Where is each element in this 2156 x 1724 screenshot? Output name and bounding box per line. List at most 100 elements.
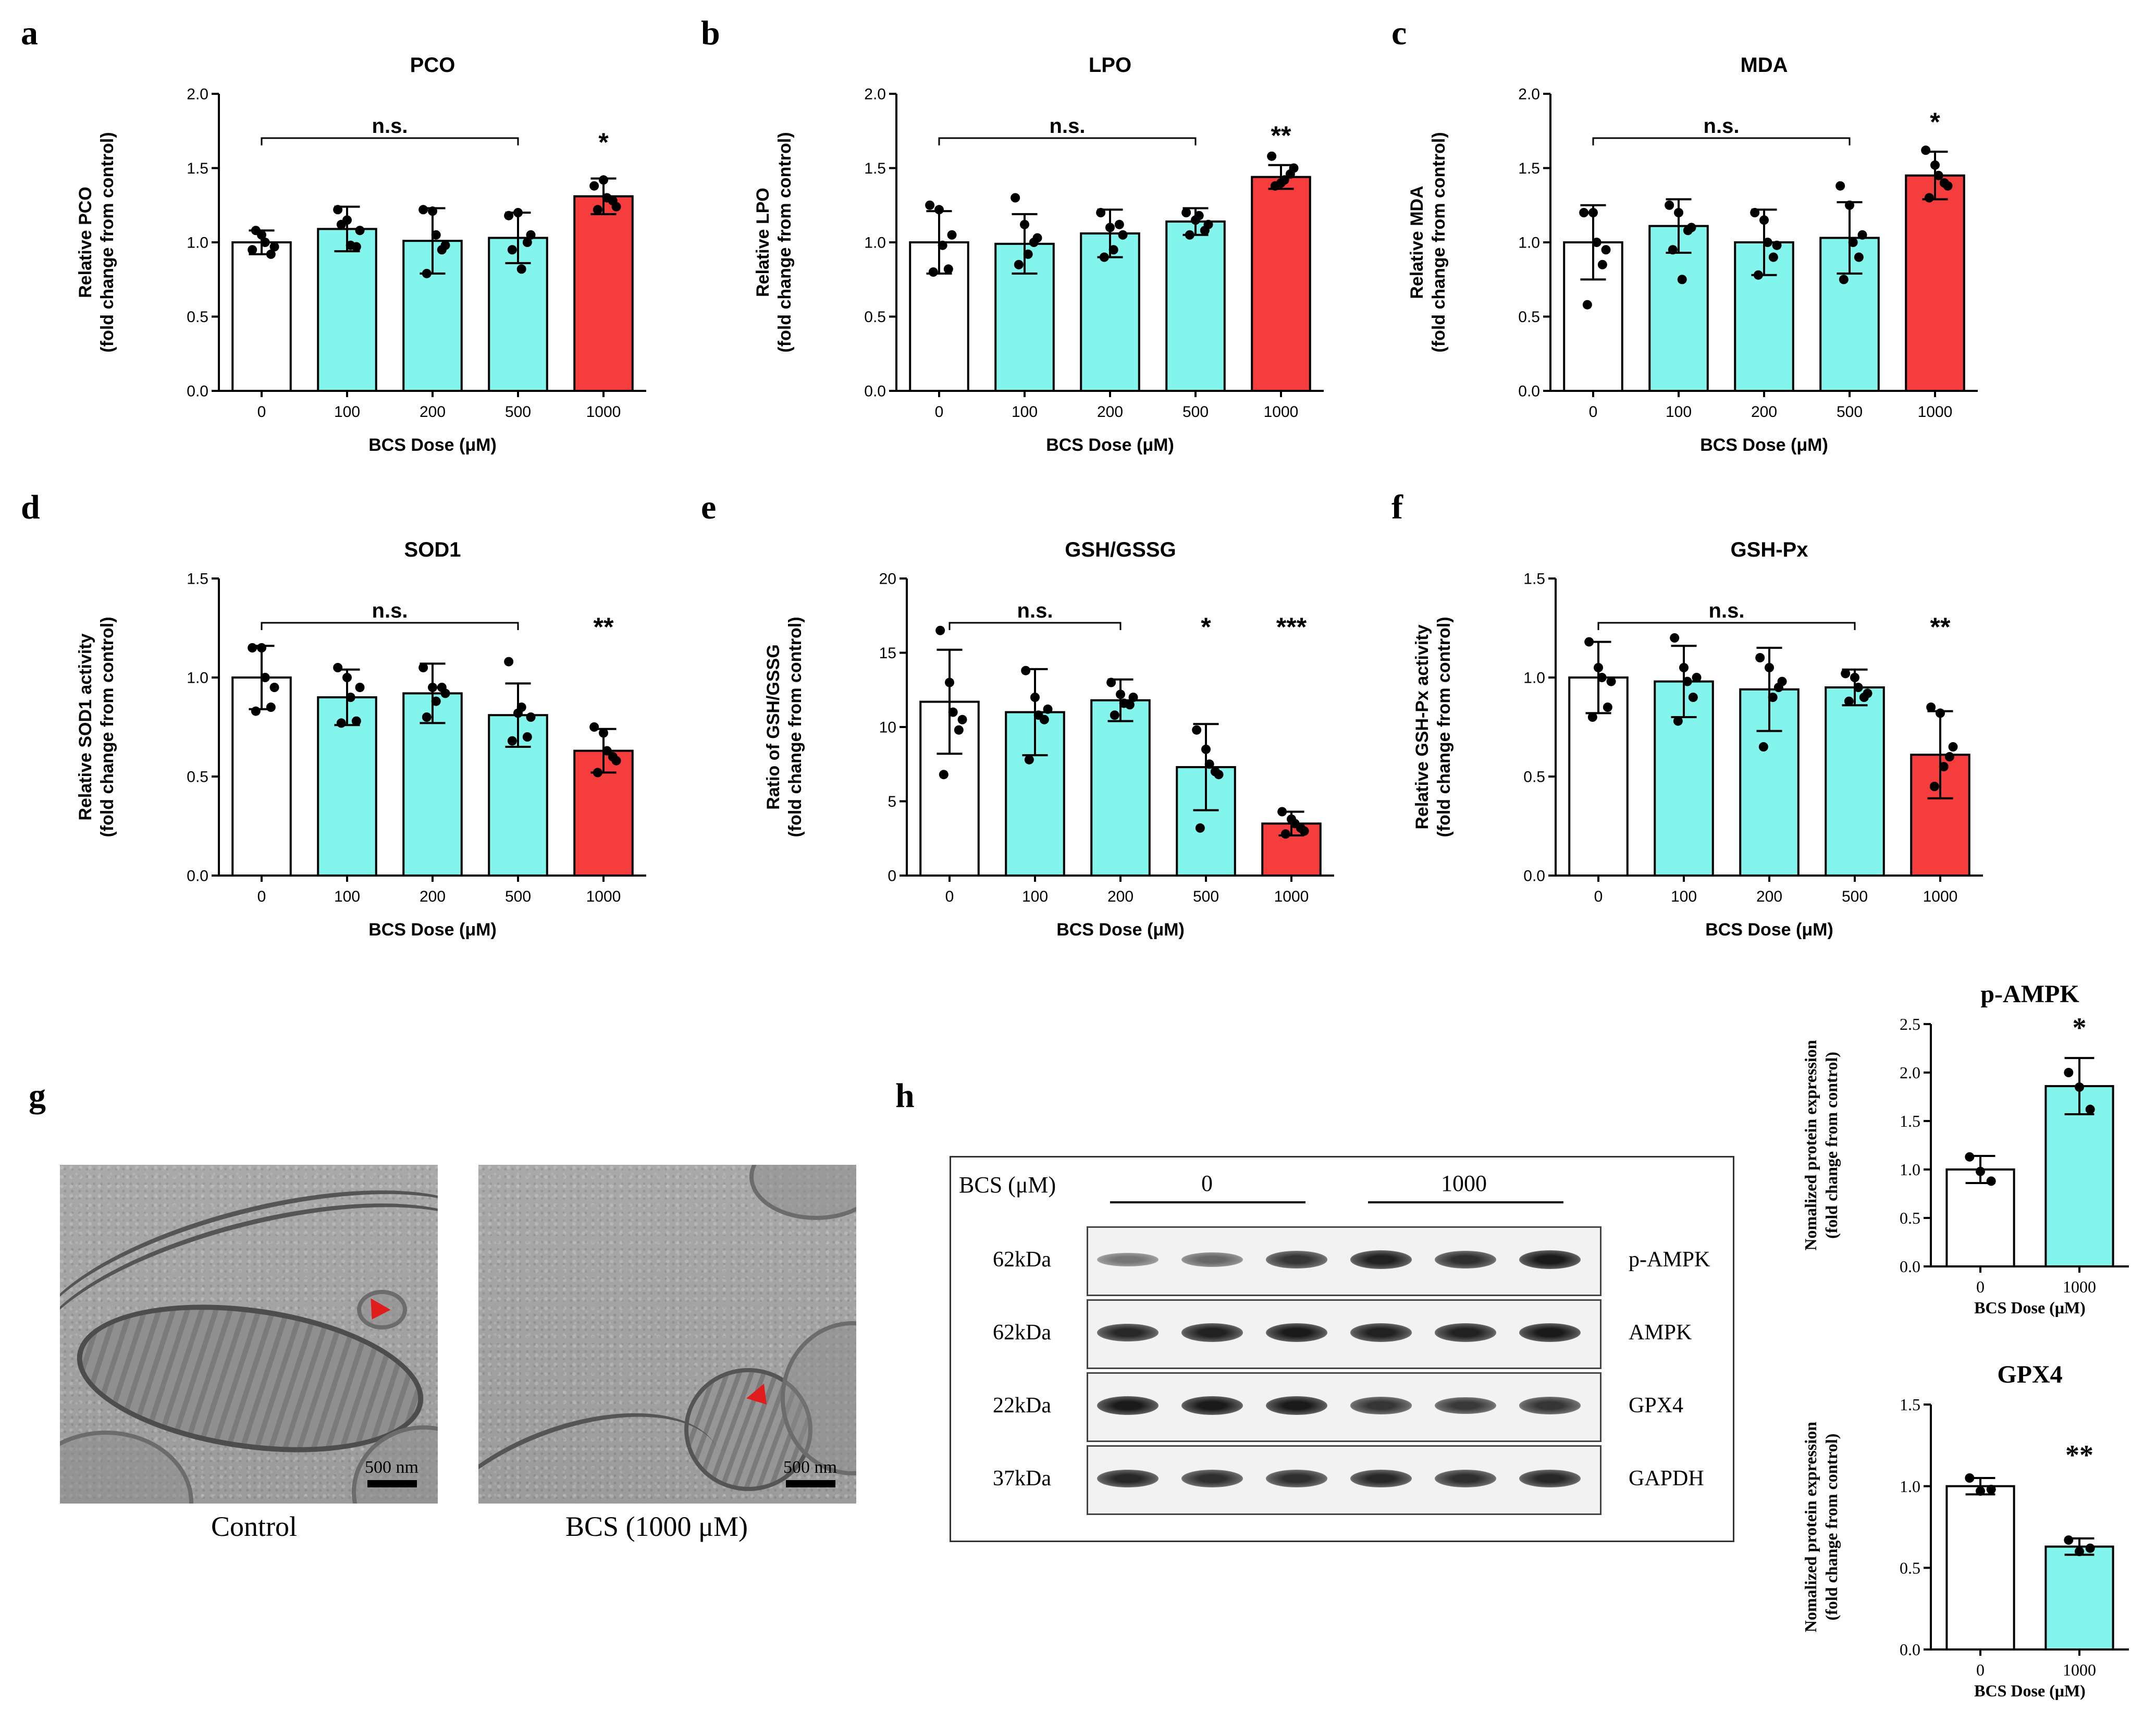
data-point-c-3: [1845, 200, 1854, 210]
blot-band: [1181, 1396, 1243, 1415]
panel-letter-d: d: [21, 488, 40, 526]
blot-strip-p-AMPK: [1087, 1226, 1601, 1296]
data-point-e-2: [1110, 710, 1119, 720]
significance-e: ***: [1276, 612, 1307, 642]
data-point-e-3: [1192, 725, 1202, 735]
y-tick-label-b: 2.0: [864, 86, 886, 103]
dose-label: BCS (μM): [959, 1172, 1056, 1198]
blot-band: [1181, 1323, 1243, 1342]
data-point-h2-0: [1986, 1484, 1996, 1494]
data-point-f-2: [1777, 676, 1787, 686]
data-point-f-1: [1670, 633, 1680, 643]
data-point-h1-0: [1986, 1176, 1996, 1186]
data-point-f-0: [1606, 676, 1616, 686]
data-point-b-4: [1267, 151, 1277, 161]
data-point-d-4: [602, 746, 612, 756]
blot-band: [1435, 1470, 1496, 1487]
data-point-a-4: [611, 202, 621, 212]
blot-strip-GPX4: [1087, 1372, 1601, 1442]
y-tick-label-h2: 0.0: [1900, 1640, 1920, 1659]
y-tick-label-c: 0.5: [1518, 309, 1540, 326]
data-point-d-3: [522, 732, 532, 742]
data-point-e-1: [1030, 693, 1040, 702]
data-point-c-2: [1753, 270, 1763, 280]
data-point-e-2: [1128, 693, 1138, 702]
significance-d: **: [594, 612, 614, 642]
data-point-f-1: [1679, 663, 1689, 672]
caption-control: Control: [211, 1511, 298, 1542]
data-point-a-0: [251, 226, 261, 236]
blot-band: [1097, 1469, 1159, 1488]
x-tick-label-a: 100: [334, 403, 360, 421]
y-axis-label-a: Relative PCO: [76, 187, 95, 298]
data-point-d-0: [266, 703, 276, 712]
data-point-f-4: [1936, 708, 1945, 718]
y-tick-label-h2: 1.5: [1900, 1395, 1920, 1414]
data-point-c-3: [1835, 181, 1845, 191]
x-tick-label-a: 1000: [586, 403, 621, 421]
x-axis-label-e: BCS Dose (μM): [1056, 920, 1185, 940]
data-point-a-3: [522, 238, 532, 247]
y-tick-label-b: 0.5: [864, 309, 886, 326]
x-tick-label-c: 100: [1666, 403, 1692, 421]
data-point-h2-1: [2085, 1543, 2095, 1553]
bar-h2-0: [1945, 1485, 2015, 1651]
data-point-f-0: [1587, 712, 1597, 722]
blot-strip-AMPK: [1087, 1299, 1601, 1369]
group-label-0: 0: [1201, 1171, 1213, 1196]
data-point-f-0: [1597, 673, 1607, 682]
data-point-h1-0: [1965, 1152, 1975, 1162]
data-point-b-1: [1011, 193, 1020, 203]
data-point-f-4: [1939, 762, 1949, 771]
data-point-d-4: [611, 756, 621, 766]
y-tick-label-e: 20: [879, 571, 896, 588]
ns-bracket-f: [1597, 622, 1856, 630]
data-point-a-1: [336, 219, 346, 229]
blot-band: [1519, 1397, 1581, 1414]
data-point-b-2: [1108, 245, 1118, 255]
significance-a: *: [598, 128, 609, 157]
molecular-weight-label: 62kDa: [993, 1248, 1051, 1272]
data-point-b-0: [947, 230, 957, 240]
molecular-weight-label: 37kDa: [993, 1467, 1051, 1491]
data-point-a-2: [440, 240, 450, 250]
blot-band: [1350, 1469, 1412, 1488]
y-axis-label-d: (fold change from control): [97, 617, 117, 837]
y-tick-label-f: 0.0: [1523, 868, 1545, 885]
y-tick-label-c: 1.5: [1518, 160, 1540, 177]
data-point-f-0: [1603, 703, 1612, 712]
data-point-f-3: [1844, 696, 1854, 706]
data-point-c-3: [1854, 252, 1864, 262]
micrograph-bcs: 500 nm: [478, 1165, 856, 1504]
data-point-f-0: [1594, 663, 1603, 672]
x-tick-label-b: 1000: [1264, 403, 1299, 421]
data-point-f-3: [1841, 669, 1851, 679]
data-point-a-1: [346, 240, 355, 250]
ns-label-f: n.s.: [1709, 599, 1745, 622]
y-tick-label-a: 0.5: [187, 309, 208, 326]
y-tick-label-a: 0.0: [187, 383, 208, 400]
x-tick-label-c: 500: [1837, 403, 1863, 421]
x-tick-label-e: 1000: [1274, 888, 1309, 905]
significance-f: **: [1930, 612, 1951, 642]
blot-band: [1519, 1250, 1581, 1269]
data-point-b-3: [1181, 208, 1191, 217]
data-point-c-4: [1930, 160, 1940, 170]
bar-a-4: [573, 195, 634, 392]
y-tick-label-h1: 1.0: [1900, 1160, 1920, 1179]
y-axis-label-f: Relative GSH-Px activity: [1412, 624, 1432, 829]
data-point-e-4: [1277, 807, 1287, 817]
data-point-c-0: [1582, 300, 1592, 310]
data-point-e-3: [1195, 823, 1205, 833]
data-point-a-4: [599, 175, 608, 185]
chart-title-c: MDA: [1740, 54, 1788, 77]
data-point-h2-1: [2075, 1547, 2084, 1556]
x-tick-label-e: 200: [1107, 888, 1134, 905]
data-point-b-3: [1203, 219, 1213, 229]
y-axis-label-a: (fold change from control): [97, 132, 117, 352]
y-tick-label-c: 0.0: [1518, 383, 1540, 400]
x-tick-label-b: 200: [1097, 403, 1123, 421]
data-point-a-1: [333, 205, 343, 215]
data-point-a-0: [269, 242, 279, 252]
